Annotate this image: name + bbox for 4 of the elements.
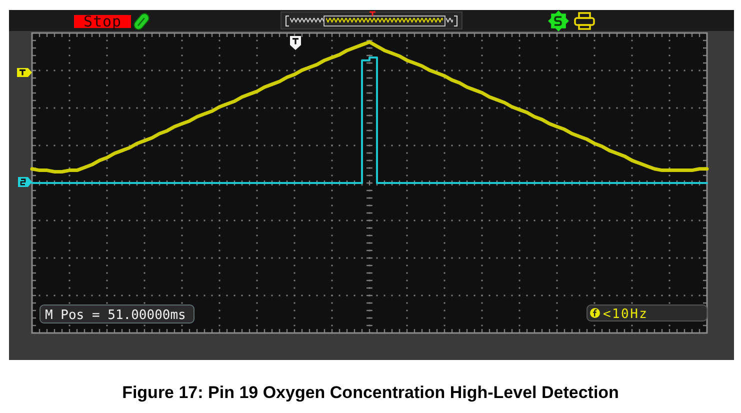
text: <10Hz: [603, 307, 648, 322]
text: M Pos = 51.00000ms: [45, 308, 186, 323]
text: Stop: [83, 12, 122, 30]
caption: Figure 17: Pin 19 Oxygen Concentration High-Level Detection: [122, 383, 619, 402]
